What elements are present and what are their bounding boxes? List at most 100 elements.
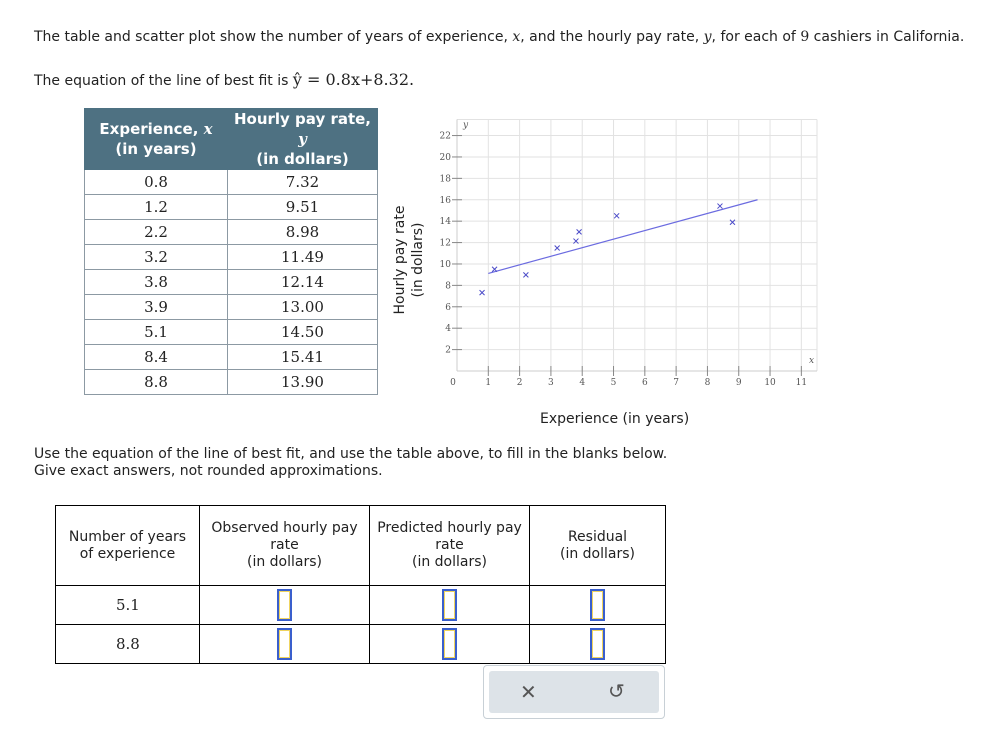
- header-cell: Predicted hourly pay rate (in dollars): [369, 505, 530, 586]
- point: [573, 238, 579, 244]
- x-tick-label: 8: [705, 378, 711, 388]
- header-var: y: [298, 130, 307, 148]
- x-tick-label: 6: [642, 378, 648, 388]
- y-tick-label: 16: [440, 196, 452, 206]
- answer-input[interactable]: [442, 628, 457, 660]
- header-var: x: [203, 120, 213, 138]
- table-cell: 14.50: [227, 319, 378, 345]
- x-tick-label: 4: [579, 378, 585, 388]
- answer-input[interactable]: [590, 589, 605, 621]
- x-axis-label: Experience (in years): [540, 411, 690, 427]
- table-row: 5.1 14.50: [84, 319, 378, 345]
- equation-expression: ŷ = 0.8x+8.32.: [292, 70, 415, 89]
- y-tick-label: 4: [445, 324, 451, 334]
- reset-button[interactable]: ↺: [608, 679, 625, 703]
- intro-text: x: [512, 29, 521, 45]
- y-tick-label: 8: [445, 281, 451, 291]
- point: [479, 289, 485, 296]
- y-tick-label: 10: [440, 260, 452, 270]
- table-cell: 9.51: [227, 194, 378, 220]
- table-cell: 1.2: [84, 194, 228, 220]
- header-cell: Observed hourly pay rate (in dollars): [199, 505, 370, 586]
- header-text: rate: [270, 537, 299, 553]
- button-bar: [489, 671, 659, 713]
- table-cell: 5.1: [84, 319, 228, 345]
- table-cell: 15.41: [227, 344, 378, 370]
- point: [576, 229, 582, 235]
- instruction: Use the equation of the line of best fit…: [34, 446, 668, 462]
- table-row: 0.8 7.32: [84, 169, 378, 195]
- table-cell: 11.49: [227, 244, 378, 270]
- x-tick-label: 9: [736, 378, 742, 388]
- instructions: Use the equation of the line of best fit…: [34, 446, 667, 480]
- intro-text: cashiers in California.: [809, 29, 965, 45]
- y-tick-label: 22: [440, 132, 451, 142]
- header-text: Predicted hourly pay: [377, 520, 522, 536]
- clear-button[interactable]: ✕: [520, 680, 537, 704]
- header-text: Number of years: [68, 528, 187, 545]
- answer-row: 8.8: [55, 624, 666, 664]
- equation-prefix: The equation of the line of best fit is: [34, 73, 293, 89]
- header-cell: Residual (in dollars): [529, 505, 666, 586]
- point: [717, 203, 723, 209]
- table-row: 3.8 12.14: [84, 269, 378, 295]
- table-cell: 12.14: [227, 269, 378, 295]
- header-text: (in dollars): [256, 150, 349, 168]
- equation: The equation of the line of best fit is …: [34, 70, 414, 89]
- button-panel: ✕ ↺: [483, 665, 665, 719]
- x-tick-label: 3: [548, 378, 554, 388]
- table-cell: 7.32: [227, 169, 378, 195]
- answer-table: Number of years of experience Observed hou…: [55, 505, 666, 664]
- table-cell: 8.98: [227, 219, 378, 245]
- point: [554, 245, 561, 251]
- header-text: (in years): [115, 140, 197, 158]
- point: [523, 272, 529, 278]
- table-row: 1.2 9.51: [84, 194, 378, 220]
- header-cell: Experience, x (in years): [84, 108, 228, 170]
- intro-text: , for each of: [711, 29, 801, 45]
- answer-cell: [369, 624, 530, 664]
- x-tick-label: 7: [673, 378, 679, 388]
- header-text: Hourly pay rate,: [233, 110, 372, 128]
- point: [491, 266, 498, 273]
- answer-input[interactable]: [442, 589, 457, 621]
- y-axis-label: (in dollars): [410, 223, 426, 298]
- header-cell: Hourly pay rate, y (in dollars): [227, 108, 378, 170]
- point: [613, 212, 620, 219]
- y-axis-symbol: y: [462, 121, 469, 131]
- table-cell: 13.00: [227, 294, 378, 320]
- header-text: Observed hourly pay: [211, 520, 358, 536]
- fit-line: [488, 199, 758, 274]
- row-label: 5.1: [55, 585, 200, 625]
- answer-input[interactable]: [277, 628, 292, 660]
- table-cell: 3.8: [84, 269, 228, 295]
- intro-text: , and the hourly pay rate,: [520, 29, 704, 45]
- intro-text: The table and scatter plot show the numb…: [34, 29, 513, 45]
- answer-input[interactable]: [277, 589, 292, 621]
- answer-input[interactable]: [590, 628, 605, 660]
- answer-cell: [199, 624, 370, 664]
- header-text: rate: [435, 537, 464, 553]
- y-tick-label: 12: [440, 239, 451, 249]
- answer-row: 5.1: [55, 585, 666, 625]
- table-cell: 13.90: [227, 369, 378, 395]
- x-tick-label: 1: [485, 378, 491, 388]
- y-tick-label: 2: [445, 346, 451, 356]
- x-tick-label: 2: [517, 378, 523, 388]
- scatter-plot: 1 2 3 4 5 6 7 8 9 10 112468101214161820220yxHourly…: [392, 119, 818, 388]
- table-cell: 0.8: [84, 169, 228, 195]
- data-table: Experience, x (in years) Hourly pay rate, …: [84, 108, 378, 395]
- answer-cell: [199, 585, 370, 625]
- instruction: Give exact answers, not rounded approxim…: [34, 463, 383, 479]
- header-text: Residual: [567, 528, 628, 545]
- y-tick-label: 14: [440, 217, 452, 227]
- header-text: (in dollars): [412, 554, 487, 570]
- table-cell: 8.8: [84, 369, 228, 395]
- x-tick-label: 10: [764, 378, 776, 388]
- table-cell: 3.2: [84, 244, 228, 270]
- table-row: 8.8 13.90: [84, 369, 378, 395]
- table-row: 8.4 15.41: [84, 344, 378, 370]
- x-tick-label: 11: [796, 378, 807, 388]
- intro-text: y: [703, 29, 712, 45]
